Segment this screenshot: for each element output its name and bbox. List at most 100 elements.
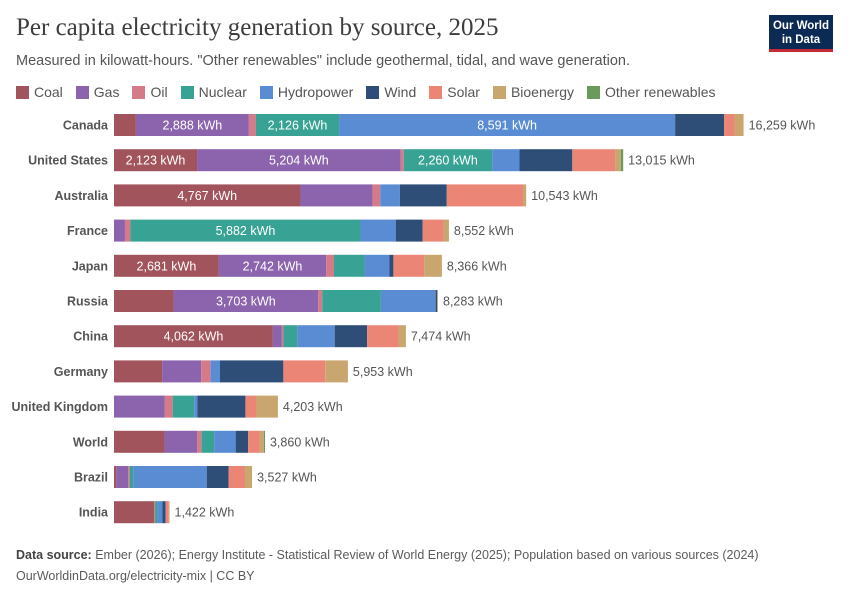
bar-segment-nuclear <box>172 395 195 418</box>
chart-subtitle: Measured in kilowatt-hours. "Other renew… <box>16 53 630 69</box>
bar-segment-coal <box>114 430 165 453</box>
bar-segment-bioenergy <box>734 114 744 136</box>
total-value-label: 1,422 kWh <box>175 506 235 520</box>
bar-row-germany[interactable]: Germany 5,953 kWh <box>54 360 413 383</box>
bar-segment-oil <box>318 290 323 312</box>
bar-segment-nuclear <box>130 219 361 242</box>
bar-segment-gas <box>114 219 125 242</box>
legend-label: Solar <box>447 84 480 100</box>
bar-segment-oil <box>326 254 334 277</box>
bar-segment-oil <box>281 325 284 348</box>
segment-value-label: 2,742 kWh <box>243 259 303 273</box>
bar-row-india[interactable]: India 1,422 kWh <box>79 501 235 524</box>
bar-row-russia[interactable]: Russia 3,703 kWh 8,283 kWh <box>67 290 503 312</box>
bar-segment-coal <box>114 466 117 488</box>
total-value-label: 5,953 kWh <box>353 365 413 379</box>
bar-row-china[interactable]: China 4,062 kWh 7,474 kWh <box>73 325 471 348</box>
total-value-label: 3,527 kWh <box>257 471 317 485</box>
bar-segment-wind <box>334 325 368 348</box>
legend-swatch <box>586 85 600 99</box>
segment-value-label: 2,681 kWh <box>137 259 197 273</box>
total-value-label: 3,860 kWh <box>270 435 330 449</box>
bar-row-world[interactable]: World 3,860 kWh <box>73 430 330 453</box>
owid-logo[interactable]: Our World in Data <box>769 15 833 52</box>
bar-segment-bioenergy <box>398 325 406 348</box>
bar-segment-oil <box>128 466 130 488</box>
bar-segment-gas <box>116 466 129 488</box>
segment-value-label: 4,767 kWh <box>177 189 237 203</box>
bar-segment-other-renewables <box>620 149 624 172</box>
chart-title: Per capita electricity generation by sou… <box>16 14 499 41</box>
bar-segment-wind <box>435 290 438 312</box>
legend-label: Coal <box>34 84 63 100</box>
bar-segment-wind <box>197 395 246 418</box>
legend-label: Oil <box>150 84 168 100</box>
total-value-label: 8,552 kWh <box>454 224 514 238</box>
bar-segment-hydropower <box>339 114 676 136</box>
bar-segment-solar <box>724 114 735 136</box>
legend-item-gas[interactable]: Gas <box>75 84 120 100</box>
bar-row-japan[interactable]: Japan 2,681 kWh 2,742 kWh 8,366 kWh <box>72 254 507 277</box>
legend-item-wind[interactable]: Wind <box>366 84 416 100</box>
bar-segment-coal <box>114 501 155 524</box>
bar-segment-solar <box>165 501 169 524</box>
bar-segment-oil <box>248 114 256 136</box>
bar-segment-gas <box>135 114 249 136</box>
bar-segment-nuclear <box>322 290 381 312</box>
legend-label: Nuclear <box>198 84 247 100</box>
bar-segment-wind <box>395 219 423 242</box>
bar-segment-hydropower <box>214 430 236 453</box>
legend-swatch <box>366 85 380 99</box>
bar-segment-nuclear <box>155 501 158 524</box>
segment-value-label: 4,062 kWh <box>164 330 224 344</box>
bar-segment-wind <box>399 184 447 207</box>
category-label: United Kingdom <box>11 400 108 414</box>
total-value-label: 8,283 kWh <box>443 295 503 309</box>
legend-label: Bioenergy <box>510 84 574 100</box>
bar-segment-coal <box>114 114 136 136</box>
bar-segment-gas <box>173 290 319 312</box>
total-value-label: 10,543 kWh <box>531 189 598 203</box>
bar-segment-bioenergy <box>615 149 621 172</box>
bar-segment-hydropower <box>297 325 335 348</box>
bar-segment-wind <box>675 114 725 136</box>
bar-segment-gas <box>197 149 401 172</box>
legend-item-solar[interactable]: Solar <box>429 84 480 100</box>
bar-segment-oil <box>201 360 211 383</box>
bar-row-united-kingdom[interactable]: United Kingdom 4,203 kWh <box>11 395 343 418</box>
bar-segment-coal <box>114 325 273 348</box>
bar-segment-bioenergy <box>523 184 527 207</box>
bar-segment-gas <box>272 325 282 348</box>
segment-value-label: 2,260 kWh <box>418 154 478 168</box>
segment-value-label: 2,123 kWh <box>126 154 186 168</box>
bar-row-australia[interactable]: Australia 4,767 kWh 10,543 kWh <box>55 184 598 207</box>
bar-row-brazil[interactable]: Brazil 3,527 kWh <box>74 466 317 488</box>
bar-row-canada[interactable]: Canada 2,888 kWh 2,126 kWh 8,591 kWh 16,259 … <box>63 114 815 136</box>
category-label: Australia <box>55 189 110 203</box>
legend-label: Gas <box>93 84 120 100</box>
legend-item-nuclear[interactable]: Nuclear <box>180 84 247 100</box>
bar-row-france[interactable]: France 5,882 kWh 8,552 kWh <box>67 219 514 242</box>
bar-segment-oil <box>197 430 202 453</box>
bar-segment-gas <box>218 254 327 277</box>
bar-segment-solar <box>422 219 444 242</box>
segment-value-label: 5,882 kWh <box>216 224 276 238</box>
bar-row-united-states[interactable]: United States 2,123 kWh 5,204 kWh 2,260 kWh… <box>28 149 695 172</box>
legend-item-other-renewables[interactable]: Other renewables <box>586 84 716 100</box>
bar-segment-solar <box>248 430 260 453</box>
legend-item-hydropower[interactable]: Hydropower <box>259 84 354 100</box>
logo-line-1: Our World <box>772 20 829 32</box>
bar-segment-oil <box>164 395 173 418</box>
footer-credit[interactable]: OurWorldinData.org/electricity-mix | CC … <box>16 569 255 583</box>
total-value-label: 7,474 kWh <box>411 330 471 344</box>
bar-segment-coal <box>114 360 163 383</box>
legend-item-coal[interactable]: Coal <box>16 84 63 100</box>
legend-label: Hydropower <box>277 84 354 100</box>
bar-segment-hydropower <box>380 184 400 207</box>
legend-item-bioenergy[interactable]: Bioenergy <box>492 84 574 100</box>
segment-value-label: 3,703 kWh <box>216 295 276 309</box>
bar-segment-solar <box>367 325 399 348</box>
legend-item-oil[interactable]: Oil <box>132 84 168 100</box>
bar-segment-bioenergy <box>255 395 278 418</box>
legend-swatch <box>259 85 273 99</box>
